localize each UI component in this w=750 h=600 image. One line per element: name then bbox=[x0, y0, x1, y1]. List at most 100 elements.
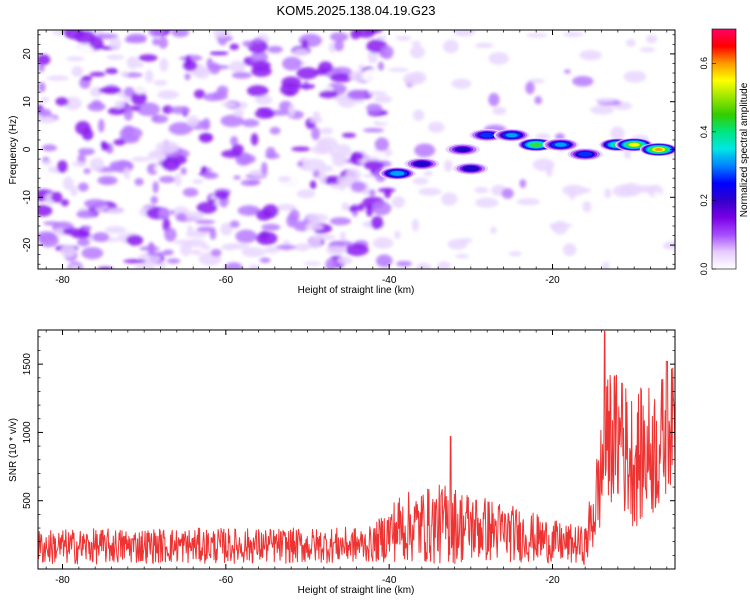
heatmap-cell bbox=[180, 167, 187, 175]
heatmap-cell bbox=[580, 100, 590, 107]
heatmap-cell bbox=[242, 40, 253, 47]
heatmap-cell bbox=[155, 141, 180, 154]
colorbar-label: Normalized spectral amplitude bbox=[739, 82, 750, 217]
heatmap-feature bbox=[654, 148, 663, 151]
heatmap-cell bbox=[276, 203, 297, 211]
heatmap-cell bbox=[120, 70, 129, 77]
heatmap-cell bbox=[113, 139, 126, 146]
heatmap-cell bbox=[441, 111, 450, 122]
heatmap-cell bbox=[339, 231, 346, 242]
heatmap-cell bbox=[384, 188, 392, 199]
heatmap-cell bbox=[581, 187, 591, 193]
colorbar-tick-label: 0.4 bbox=[699, 126, 709, 139]
spectrogram-panel: -80 -60 -40 -20 -20 -10 0 10 20 Height of straig… bbox=[8, 29, 676, 296]
heatmap-cell bbox=[318, 170, 327, 185]
heatmap-cell bbox=[151, 114, 169, 124]
heatmap-cell bbox=[411, 218, 420, 232]
heatmap-feature bbox=[530, 142, 543, 147]
heatmap-cell bbox=[203, 93, 222, 102]
heatmap-cell bbox=[372, 237, 394, 249]
heatmap-cell bbox=[488, 52, 510, 65]
heatmap-cell bbox=[130, 91, 147, 106]
heatmap-cell bbox=[38, 64, 45, 72]
heatmap-cell bbox=[220, 114, 244, 128]
heatmap-cell bbox=[195, 219, 216, 225]
heatmap-cell bbox=[437, 261, 451, 269]
heatmap-cell bbox=[350, 151, 364, 161]
heatmap-cell bbox=[316, 137, 339, 152]
heatmap-cell bbox=[313, 234, 336, 241]
heatmap-cell bbox=[209, 51, 229, 56]
heatmap-cell bbox=[235, 229, 258, 244]
heatmap-cell bbox=[76, 210, 96, 219]
heatmap-cell bbox=[196, 201, 218, 214]
heatmap-cell bbox=[106, 208, 124, 215]
heatmap-cell bbox=[79, 141, 100, 149]
heatmap-cell bbox=[337, 256, 353, 265]
heatmap-cell bbox=[57, 160, 68, 173]
heatmap-cell bbox=[261, 223, 281, 231]
heatmap-cell bbox=[148, 30, 164, 37]
heatmap-feature bbox=[554, 142, 567, 147]
heatmap-cell bbox=[346, 89, 366, 100]
heatmap-cell bbox=[418, 187, 442, 196]
heatmap-cell bbox=[105, 67, 119, 75]
heatmap-cell bbox=[321, 114, 344, 119]
heatmap-cell bbox=[353, 99, 365, 104]
heatmap-cell bbox=[152, 38, 160, 46]
heatmap-cell bbox=[534, 96, 543, 105]
heatmap-cell bbox=[345, 243, 369, 256]
colorbar-gradient bbox=[712, 29, 736, 269]
heatmap-cell bbox=[231, 144, 244, 155]
heatmap-cell bbox=[395, 35, 412, 41]
heatmap-cell bbox=[78, 147, 95, 156]
heatmap-cell bbox=[294, 243, 311, 252]
heatmap-cell bbox=[250, 133, 259, 146]
heatmap-cell bbox=[288, 103, 296, 117]
snr-panel: -80 -60 -40 -20 500 1000 1500 Height of straig… bbox=[8, 329, 676, 596]
heatmap-cell bbox=[71, 161, 88, 167]
heatmap-cell bbox=[318, 61, 333, 73]
heatmap-cell bbox=[214, 190, 230, 200]
heatmap-cell bbox=[126, 33, 147, 42]
snr-y-tick-label: 1500 bbox=[22, 353, 33, 376]
heatmap-cell bbox=[452, 30, 476, 37]
heatmap-cell bbox=[64, 96, 82, 111]
snr-y-tick-label: 500 bbox=[22, 492, 33, 509]
heatmap-cell bbox=[38, 233, 59, 248]
heatmap-cell bbox=[46, 75, 70, 81]
snr-x-tick-label: -80 bbox=[55, 575, 70, 586]
heatmap-cell bbox=[309, 117, 323, 124]
heatmap-cell bbox=[241, 119, 260, 127]
heatmap-cell bbox=[159, 57, 169, 72]
heatmap-cell bbox=[563, 31, 584, 38]
heatmap-cell bbox=[221, 243, 237, 251]
heatmap-cell bbox=[69, 264, 81, 269]
heatmap-cell bbox=[164, 227, 177, 242]
heatmap-cell bbox=[376, 254, 393, 268]
heatmap-cell bbox=[123, 167, 131, 180]
heatmap-cell bbox=[519, 178, 527, 189]
heatmap-cell bbox=[393, 230, 401, 240]
heatmap-cell bbox=[92, 232, 110, 242]
snr-y-tick-label: 1000 bbox=[22, 421, 33, 444]
heatmap-cell bbox=[443, 159, 453, 172]
heatmap-cell bbox=[66, 56, 85, 62]
heatmap-cell bbox=[329, 32, 349, 42]
heatmap-cell bbox=[150, 158, 159, 164]
heatmap-feature bbox=[413, 160, 431, 167]
heatmap-cell bbox=[275, 244, 297, 250]
spectrogram-x-tick-label: -20 bbox=[545, 275, 560, 286]
heatmap-cell bbox=[171, 30, 190, 38]
heatmap-cell bbox=[74, 30, 96, 44]
heatmap-cell bbox=[254, 108, 275, 119]
heatmap-cell bbox=[457, 38, 477, 49]
heatmap-cell bbox=[325, 245, 347, 255]
heatmap-cell bbox=[550, 223, 559, 231]
heatmap-cell bbox=[277, 176, 291, 182]
heatmap-cell bbox=[540, 44, 552, 57]
heatmap-cell bbox=[363, 160, 384, 171]
heatmap-cell bbox=[411, 41, 422, 46]
heatmap-cell bbox=[221, 102, 238, 108]
heatmap-cell bbox=[301, 39, 308, 48]
